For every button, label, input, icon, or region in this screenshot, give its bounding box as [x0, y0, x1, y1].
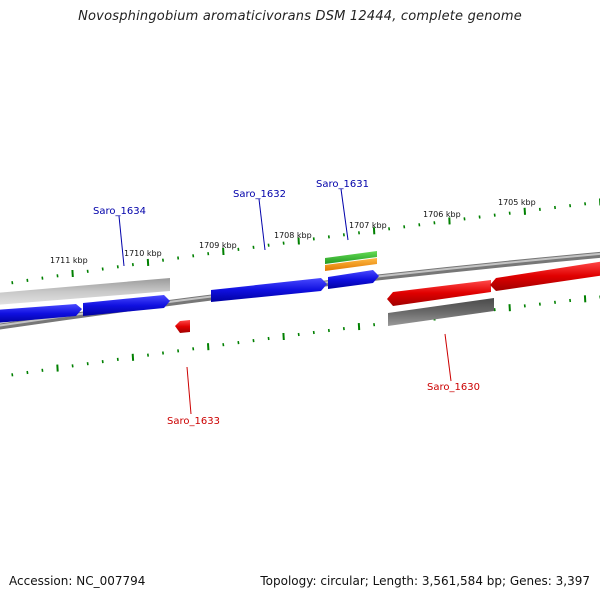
- gene-label-saro-1631[interactable]: Saro_1631: [316, 179, 369, 190]
- accession-text: Accession: NC_007794: [9, 574, 146, 588]
- map-title: Novosphingobium aromaticivorans DSM 1244…: [78, 9, 522, 24]
- feature-green-bar: [325, 251, 377, 264]
- gene-arrow-saro-1630-part2[interactable]: [490, 261, 600, 291]
- gene-saro-1630-arrows[interactable]: [387, 261, 600, 306]
- tick-label-1705: 1705 kbp: [498, 198, 536, 207]
- gene-label-saro-1634[interactable]: Saro_1634: [93, 206, 146, 217]
- genome-stats-text: Topology: circular; Length: 3,561,584 bp…: [260, 574, 590, 588]
- gene-arrow-saro-1631[interactable]: [328, 270, 379, 289]
- gene-arrow-saro-1630-part1[interactable]: [387, 280, 491, 306]
- leader-saro-1632: [258, 198, 266, 251]
- tick-label-1707: 1707 kbp: [349, 221, 387, 230]
- leader-saro-1634: [118, 215, 125, 267]
- tick-label-1711: 1711 kbp: [50, 256, 88, 265]
- gene-label-saro-1630[interactable]: Saro_1630: [427, 382, 480, 393]
- leader-saro-1630: [444, 333, 452, 382]
- tick-label-1709: 1709 kbp: [199, 241, 237, 250]
- tick-label-1710: 1710 kbp: [124, 249, 162, 258]
- feature-orange-bar: [325, 258, 377, 271]
- gene-label-saro-1633[interactable]: Saro_1633: [167, 416, 220, 427]
- leader-saro-1631: [340, 188, 349, 241]
- feature-gray-band: [0, 278, 170, 305]
- tick-label-1708: 1708 kbp: [274, 231, 312, 240]
- gene-arrow-saro-1632[interactable]: [211, 278, 327, 302]
- gene-label-saro-1632[interactable]: Saro_1632: [233, 189, 286, 200]
- feature-dark-band: [388, 298, 494, 326]
- leader-saro-1633: [186, 366, 192, 415]
- gene-arrow-saro-1634-part1[interactable]: [0, 304, 82, 323]
- gene-arrow-saro-1634-part2[interactable]: [83, 295, 170, 316]
- gene-arrow-saro-1633[interactable]: [175, 320, 190, 333]
- gene-saro-1634-arrows[interactable]: [0, 295, 170, 323]
- outer-tick-scale: [11, 198, 600, 285]
- tick-label-1706: 1706 kbp: [423, 210, 461, 219]
